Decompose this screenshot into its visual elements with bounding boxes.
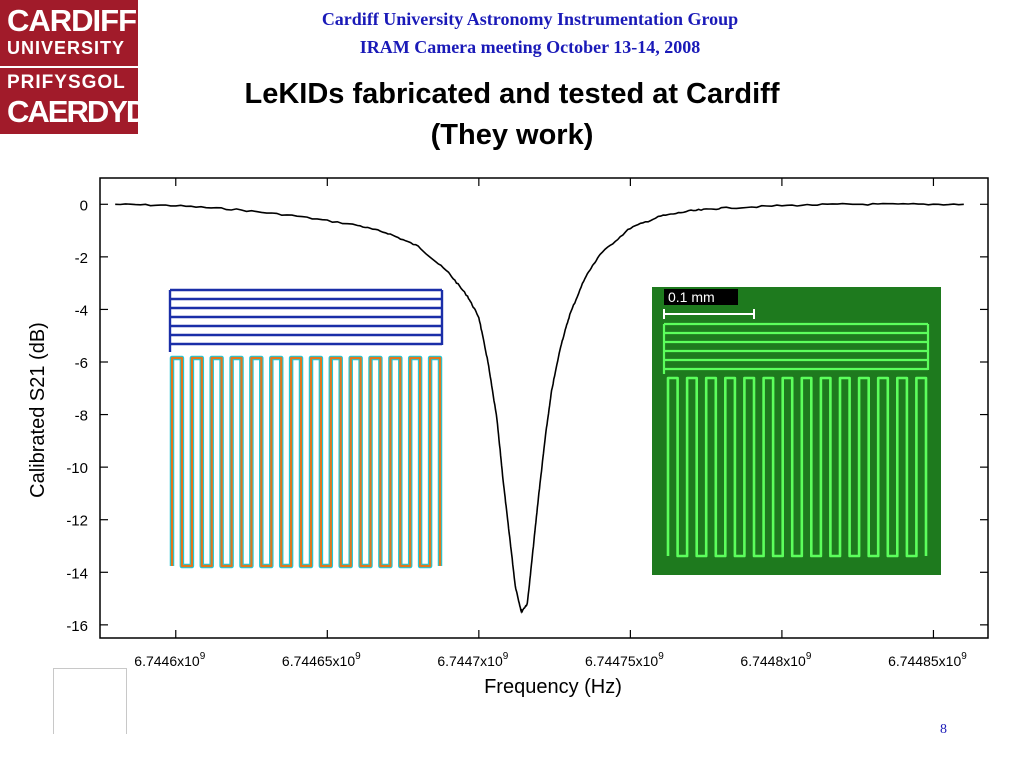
- header-group-name: Cardiff University Astronomy Instrumenta…: [321, 9, 739, 29]
- x-tick-label: 6.74485x109: [888, 651, 967, 669]
- lekid-photo-inset: 0.1 mm: [652, 287, 941, 575]
- y-tick-label: -10: [66, 460, 88, 477]
- header-meeting-name: IRAM Camera meeting October 13-14, 2008: [359, 37, 701, 57]
- y-tick-label: -16: [66, 618, 88, 635]
- slide-title: LeKIDs fabricated and tested at Cardiff: [244, 78, 780, 110]
- scale-label-background: [664, 289, 738, 305]
- x-tick-label: 6.74465x109: [282, 651, 361, 669]
- plot-frame: [99, 177, 989, 639]
- logo-text-cardiff: CARDIFF: [7, 3, 137, 38]
- inductor-meander: [170, 356, 442, 568]
- y-tick-label: -14: [66, 565, 88, 582]
- y-tick-label: -12: [66, 513, 88, 530]
- x-tick-label: 6.7446x109: [134, 651, 205, 669]
- page-number: 8: [940, 722, 947, 737]
- x-tick-label: 6.74475x109: [585, 651, 664, 669]
- cardiff-university-logo: CARDIFF UNIVERSITY: [0, 0, 138, 66]
- lekid-photo-background: [652, 287, 941, 575]
- lekid-design-inset: [168, 288, 445, 569]
- y-tick-label: -2: [75, 250, 88, 267]
- blank-box: [53, 668, 127, 734]
- prifysgol-caerdydd-logo: PRIFYSGOL CAERDYDD: [0, 68, 169, 134]
- x-tick-label: 6.7448x109: [740, 651, 811, 669]
- logo-text-prifysgol: PRIFYSGOL: [7, 72, 126, 93]
- y-tick-label: 0: [80, 197, 88, 214]
- photo-inductor-meander: [666, 376, 928, 558]
- x-tick-label: 6.7447x109: [437, 651, 508, 669]
- y-tick-label: -8: [75, 408, 88, 425]
- y-tick-label: -6: [75, 355, 88, 372]
- y-axis-label: Calibrated S21 (dB): [27, 322, 49, 498]
- x-axis-label: Frequency (Hz): [484, 676, 622, 698]
- logo-text-caerdydd: CAERDYDD: [7, 94, 169, 129]
- logo-text-university: UNIVERSITY: [7, 38, 126, 58]
- scale-bar-label: 0.1 mm: [668, 289, 715, 305]
- y-tick-label: -4: [75, 302, 88, 319]
- scale-bar: [663, 309, 755, 319]
- series-line-s21: [115, 202, 964, 614]
- slide-subtitle: (They work): [430, 119, 594, 151]
